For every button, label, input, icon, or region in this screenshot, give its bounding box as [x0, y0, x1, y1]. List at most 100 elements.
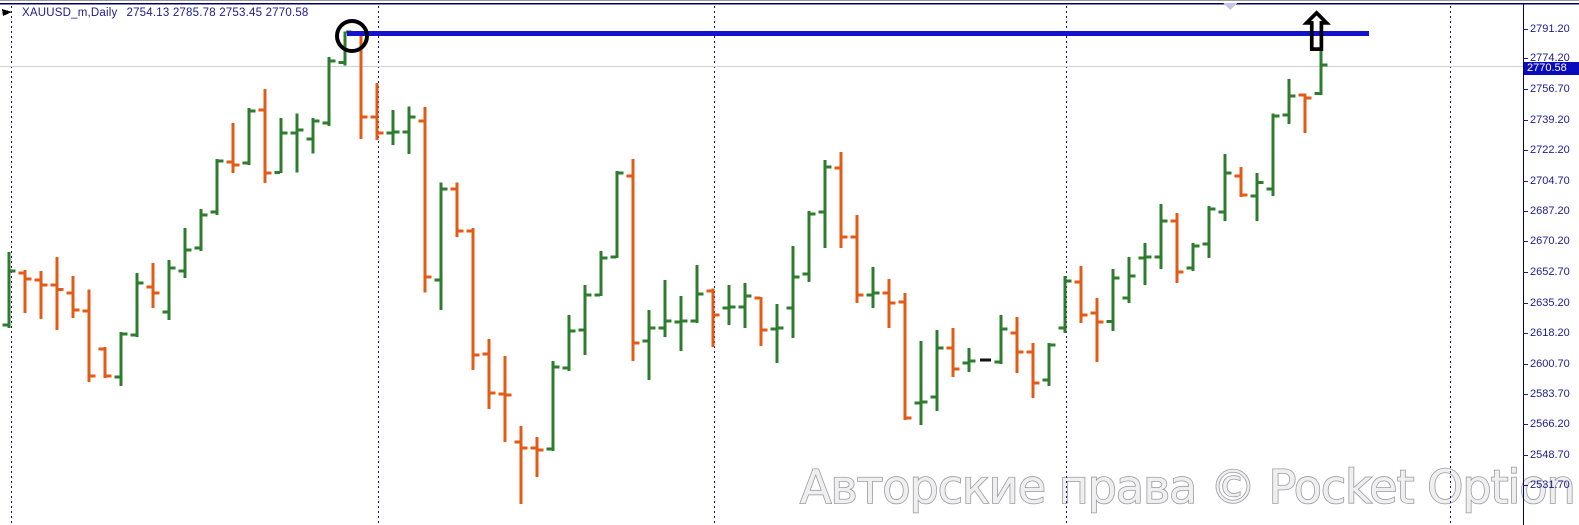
ohlc-bar — [1218, 154, 1232, 222]
ohlc-bar — [1314, 38, 1328, 96]
axis-tick — [1523, 485, 1528, 486]
axis-tick — [1523, 424, 1528, 425]
ohlc-bar — [738, 283, 752, 329]
ohlc-bar — [514, 425, 528, 505]
ohlc-bar — [946, 328, 960, 378]
ohlc-bar — [466, 228, 480, 371]
up-arrow-annotation[interactable]: ⇧ — [1294, 1, 1340, 64]
ohlc-bar — [546, 361, 560, 452]
chart-top-border — [0, 3, 1579, 5]
ohlc-bar — [674, 296, 688, 352]
ohlc-bar — [82, 289, 96, 383]
axis-price-label: 2652.70 — [1530, 266, 1570, 278]
ohlc-bar — [802, 211, 816, 283]
ohlc-bar — [34, 271, 48, 320]
ohlc-bar — [1298, 93, 1312, 134]
ohlc-bar — [386, 110, 400, 146]
ohlc-bar — [274, 118, 288, 174]
ohlc-bar — [1026, 343, 1040, 399]
symbol-period-label: XAUUSD_m,Daily — [22, 7, 118, 19]
ohlc-bar — [1154, 204, 1168, 270]
ohlc-bar — [962, 348, 976, 372]
ohlc-bar — [66, 276, 80, 319]
ohlc-bar — [370, 83, 384, 141]
ohlc-bar — [258, 89, 272, 184]
ohlc-bar — [18, 270, 32, 314]
axis-tick — [1523, 303, 1528, 304]
axis-price-label: 2704.70 — [1530, 175, 1570, 187]
ohlc-bar — [706, 288, 720, 348]
ohlc-bar — [210, 159, 224, 216]
axis-price-label: 2600.70 — [1530, 358, 1570, 370]
axis-tick — [1523, 29, 1528, 30]
ohlc-bar — [1122, 257, 1136, 304]
ohlc-bar — [866, 267, 880, 309]
ohlc-bar — [626, 159, 640, 362]
ohlc-bar — [1074, 266, 1088, 324]
axis-tick — [1523, 272, 1528, 273]
axis-price-label: 2722.20 — [1530, 144, 1570, 156]
ohlc-bar — [930, 330, 944, 412]
axis-tick — [1523, 58, 1528, 59]
axis-price-label: 2774.20 — [1530, 52, 1570, 64]
ohlc-bar — [1138, 243, 1152, 286]
ohlc-bar — [722, 285, 736, 326]
ohlc-bar — [146, 263, 160, 309]
ohlc-bar — [434, 182, 448, 311]
axis-price-label: 2566.20 — [1530, 418, 1570, 430]
ohlc-bar — [322, 57, 336, 127]
axis-price-label: 2670.20 — [1530, 235, 1570, 247]
resistance-trendline[interactable] — [347, 31, 1369, 36]
ohlc-bar — [194, 209, 208, 252]
axis-tick — [1523, 364, 1528, 365]
ohlc-bar — [162, 260, 176, 321]
ohlc-bar — [226, 123, 240, 174]
axis-price-label: 2548.70 — [1530, 449, 1570, 461]
ohlc-bar — [898, 293, 912, 420]
window-top-edge — [0, 0, 1579, 1]
ohlc-bar — [994, 315, 1008, 365]
ohlc-bar — [914, 341, 928, 426]
chart-title: XAUUSD_m,Daily 2754.13 2785.78 2753.45 27… — [22, 7, 309, 19]
ohlc-bar — [834, 152, 848, 249]
ohlc-bar — [1266, 113, 1280, 197]
axis-tick — [1523, 211, 1528, 212]
ohlc-bar — [50, 257, 64, 331]
watermark-text: Авторские права © Pocket Option — [800, 460, 1575, 514]
axis-price-label: 2618.20 — [1530, 327, 1570, 339]
axis-tick — [1523, 181, 1528, 182]
ohlc-bar — [114, 332, 128, 387]
ohlc-bar — [98, 347, 112, 379]
axis-tick — [1523, 455, 1528, 456]
ohlc-bar — [306, 118, 320, 154]
ohlc-values-label: 2754.13 2785.78 2753.45 2770.58 — [126, 7, 309, 19]
circle-annotation[interactable] — [335, 19, 369, 53]
axis-tick — [1523, 333, 1528, 334]
ohlc-bar — [594, 251, 608, 297]
ohlc-bar — [530, 437, 544, 478]
ohlc-bar — [818, 160, 832, 249]
ohlc-bar — [578, 285, 592, 356]
axis-price-label: 2739.20 — [1530, 114, 1570, 126]
ohlc-bar — [1058, 276, 1072, 334]
axis-tick — [1523, 241, 1528, 242]
ohlc-bar — [1090, 298, 1104, 363]
ohlc-bar — [786, 246, 800, 339]
ohlc-bar — [882, 279, 896, 329]
current-price-badge: 2770.58 — [1524, 62, 1579, 75]
ohlc-bar — [642, 310, 656, 381]
price-bars-layer — [2, 30, 1328, 505]
ohlc-bar — [1010, 317, 1024, 374]
ohlc-bar — [770, 304, 784, 364]
chart-shift-marker-icon[interactable] — [1223, 3, 1237, 10]
axis-price-label: 2635.20 — [1530, 297, 1570, 309]
axis-price-label: 2583.70 — [1530, 388, 1570, 400]
ohlc-bar — [1234, 167, 1248, 198]
ohlc-bar — [418, 107, 432, 293]
ohlc-bar — [1186, 243, 1200, 272]
axis-price-label: 2756.70 — [1530, 83, 1570, 95]
ohlc-bar — [402, 106, 416, 155]
ohlc-bar — [754, 296, 768, 347]
